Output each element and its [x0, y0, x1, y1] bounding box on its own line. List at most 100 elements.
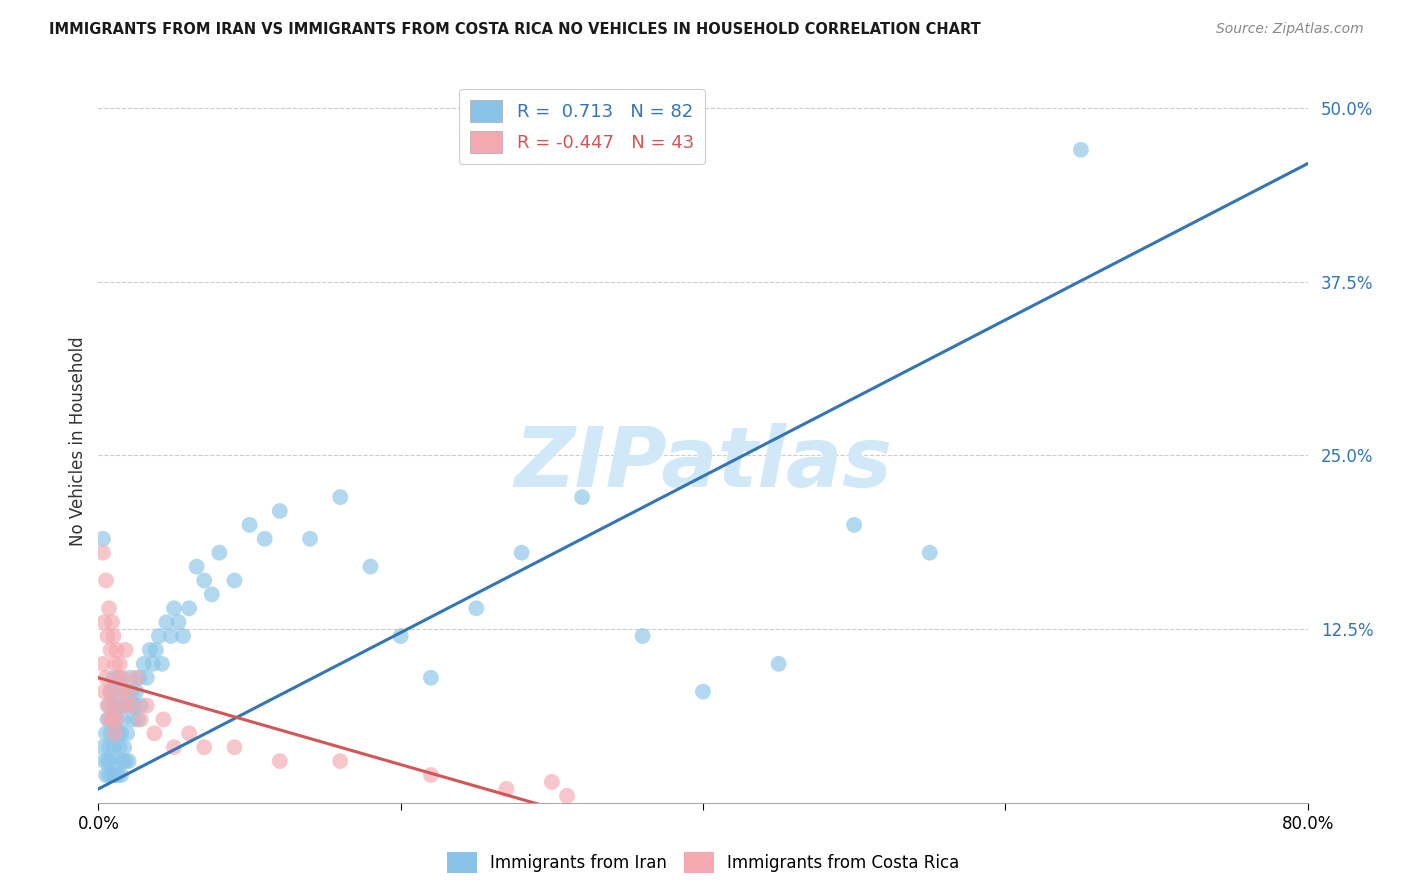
Point — [114, 684, 136, 698]
Point — [120, 671, 142, 685]
Legend: Immigrants from Iran, Immigrants from Costa Rica: Immigrants from Iran, Immigrants from Co… — [440, 846, 966, 880]
Point — [510, 546, 533, 560]
Point — [201, 587, 224, 601]
Point — [104, 726, 127, 740]
Point — [129, 713, 152, 727]
Point — [389, 629, 412, 643]
Point — [145, 643, 167, 657]
Point — [112, 698, 135, 713]
Point — [114, 754, 136, 768]
Point — [112, 698, 135, 713]
Point — [631, 629, 654, 643]
Point — [100, 754, 122, 768]
Point — [104, 726, 127, 740]
Point — [110, 684, 132, 698]
Point — [105, 713, 128, 727]
Point — [94, 726, 117, 740]
Point — [1070, 143, 1092, 157]
Point — [107, 768, 129, 782]
Point — [100, 684, 122, 698]
Point — [844, 517, 866, 532]
Point — [93, 615, 115, 630]
Point — [193, 740, 215, 755]
Point — [103, 629, 125, 643]
Point — [93, 754, 115, 768]
Point — [98, 768, 121, 782]
Point — [105, 713, 128, 727]
Point — [128, 671, 150, 685]
Point — [104, 657, 127, 671]
Point — [104, 768, 127, 782]
Point — [125, 671, 148, 685]
Point — [167, 615, 190, 630]
Point — [540, 775, 562, 789]
Point — [143, 726, 166, 740]
Point — [100, 684, 122, 698]
Point — [110, 768, 132, 782]
Point — [103, 698, 125, 713]
Point — [91, 657, 114, 671]
Point — [571, 490, 593, 504]
Point — [495, 781, 517, 796]
Point — [692, 684, 714, 698]
Point — [124, 698, 146, 713]
Point — [108, 698, 131, 713]
Point — [100, 726, 122, 740]
Point — [150, 657, 173, 671]
Point — [135, 698, 157, 713]
Point — [101, 768, 124, 782]
Point — [103, 698, 125, 713]
Point — [115, 726, 138, 740]
Point — [91, 740, 114, 755]
Point — [98, 713, 121, 727]
Point — [465, 601, 488, 615]
Point — [96, 754, 118, 768]
Point — [179, 601, 201, 615]
Point — [239, 517, 262, 532]
Y-axis label: No Vehicles in Household: No Vehicles in Household — [69, 336, 87, 547]
Point — [96, 629, 118, 643]
Point — [118, 754, 141, 768]
Point — [132, 657, 155, 671]
Point — [103, 671, 125, 685]
Point — [163, 740, 186, 755]
Point — [208, 546, 231, 560]
Point — [101, 713, 124, 727]
Point — [186, 559, 208, 574]
Point — [172, 629, 194, 643]
Point — [111, 713, 134, 727]
Point — [114, 643, 136, 657]
Point — [253, 532, 276, 546]
Point — [329, 490, 352, 504]
Point — [98, 698, 121, 713]
Point — [193, 574, 215, 588]
Point — [269, 504, 291, 518]
Point — [329, 754, 352, 768]
Point — [121, 698, 143, 713]
Point — [155, 615, 177, 630]
Point — [101, 713, 124, 727]
Point — [420, 671, 443, 685]
Text: Source: ZipAtlas.com: Source: ZipAtlas.com — [1216, 22, 1364, 37]
Point — [111, 754, 134, 768]
Point — [107, 726, 129, 740]
Point — [360, 559, 382, 574]
Point — [103, 740, 125, 755]
Point — [152, 713, 174, 727]
Point — [105, 684, 128, 698]
Point — [142, 657, 165, 671]
Point — [768, 657, 790, 671]
Point — [121, 684, 143, 698]
Text: ZIPatlas: ZIPatlas — [515, 423, 891, 504]
Point — [100, 643, 122, 657]
Point — [918, 546, 941, 560]
Text: IMMIGRANTS FROM IRAN VS IMMIGRANTS FROM COSTA RICA NO VEHICLES IN HOUSEHOLD CORR: IMMIGRANTS FROM IRAN VS IMMIGRANTS FROM … — [49, 22, 981, 37]
Point — [148, 629, 170, 643]
Point — [93, 684, 115, 698]
Point — [96, 713, 118, 727]
Point — [269, 754, 291, 768]
Point — [94, 574, 117, 588]
Point — [108, 740, 131, 755]
Point — [108, 671, 131, 685]
Point — [91, 532, 114, 546]
